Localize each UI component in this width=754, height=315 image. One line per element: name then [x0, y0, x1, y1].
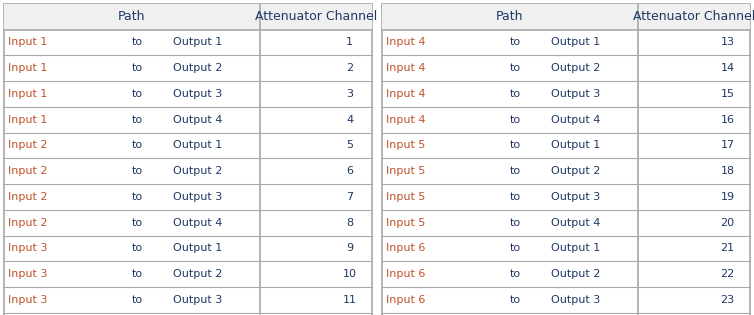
Text: to: to	[131, 140, 143, 150]
Text: to: to	[510, 166, 520, 176]
Text: to: to	[510, 218, 520, 228]
Bar	[382, 4, 750, 30]
Text: Output 3: Output 3	[551, 89, 600, 99]
Text: 16: 16	[721, 115, 734, 125]
Text: to: to	[131, 192, 143, 202]
Text: Input 6: Input 6	[386, 295, 425, 305]
Text: Attenuator Channel: Attenuator Channel	[633, 10, 754, 23]
Text: Output 2: Output 2	[551, 166, 600, 176]
Text: Input 4: Input 4	[386, 89, 425, 99]
Text: to: to	[510, 115, 520, 125]
Text: 20: 20	[721, 218, 734, 228]
Text: Output 3: Output 3	[551, 192, 600, 202]
Text: Input 3: Input 3	[8, 243, 48, 253]
Text: 9: 9	[346, 243, 353, 253]
Text: Output 4: Output 4	[551, 115, 600, 125]
Text: to: to	[510, 140, 520, 150]
Text: 14: 14	[721, 63, 734, 73]
Text: Output 1: Output 1	[173, 243, 222, 253]
Text: Output 3: Output 3	[173, 295, 222, 305]
Text: Input 5: Input 5	[386, 166, 425, 176]
Text: to: to	[510, 269, 520, 279]
Text: Input 2: Input 2	[8, 166, 48, 176]
Text: 6: 6	[346, 166, 353, 176]
Text: 1: 1	[346, 37, 353, 47]
Text: 21: 21	[721, 243, 734, 253]
Text: to: to	[131, 115, 143, 125]
Text: to: to	[131, 243, 143, 253]
Text: Input 4: Input 4	[386, 63, 425, 73]
Text: 5: 5	[346, 140, 353, 150]
Text: Output 1: Output 1	[551, 140, 600, 150]
Text: Input 4: Input 4	[386, 115, 425, 125]
Text: Output 1: Output 1	[173, 37, 222, 47]
Text: Input 2: Input 2	[8, 192, 48, 202]
Text: 10: 10	[342, 269, 357, 279]
Text: Input 4: Input 4	[386, 37, 425, 47]
Text: Input 5: Input 5	[386, 218, 425, 228]
Text: Output 2: Output 2	[173, 269, 222, 279]
Text: 4: 4	[346, 115, 353, 125]
Text: 8: 8	[346, 218, 353, 228]
Text: 3: 3	[346, 89, 353, 99]
Text: 19: 19	[721, 192, 734, 202]
Text: to: to	[131, 166, 143, 176]
Text: Output 4: Output 4	[551, 218, 600, 228]
Text: Output 2: Output 2	[173, 166, 222, 176]
Text: to: to	[131, 89, 143, 99]
Bar	[4, 4, 372, 315]
Text: to: to	[510, 192, 520, 202]
Text: Output 3: Output 3	[551, 295, 600, 305]
Text: Input 5: Input 5	[386, 140, 425, 150]
Text: Output 1: Output 1	[551, 243, 600, 253]
Text: Input 1: Input 1	[8, 115, 48, 125]
Text: to: to	[510, 63, 520, 73]
Text: to: to	[131, 269, 143, 279]
Text: to: to	[131, 37, 143, 47]
Text: to: to	[131, 63, 143, 73]
Text: Output 2: Output 2	[551, 63, 600, 73]
Text: 13: 13	[721, 37, 734, 47]
Text: Input 1: Input 1	[8, 89, 48, 99]
Text: Input 6: Input 6	[386, 269, 425, 279]
Text: to: to	[510, 243, 520, 253]
Text: Path: Path	[496, 10, 523, 23]
Text: Input 1: Input 1	[8, 63, 48, 73]
Text: Output 3: Output 3	[173, 192, 222, 202]
Text: to: to	[510, 89, 520, 99]
Text: Output 2: Output 2	[551, 269, 600, 279]
Text: to: to	[510, 37, 520, 47]
Text: 23: 23	[721, 295, 734, 305]
Text: Input 3: Input 3	[8, 269, 48, 279]
Text: Output 1: Output 1	[551, 37, 600, 47]
Text: Input 1: Input 1	[8, 37, 48, 47]
Text: 2: 2	[346, 63, 353, 73]
Text: 22: 22	[720, 269, 734, 279]
Text: Input 2: Input 2	[8, 140, 48, 150]
Text: Input 2: Input 2	[8, 218, 48, 228]
Text: Output 2: Output 2	[173, 63, 222, 73]
Text: Input 5: Input 5	[386, 192, 425, 202]
Text: to: to	[510, 295, 520, 305]
Text: Output 4: Output 4	[173, 115, 222, 125]
Bar	[4, 4, 372, 30]
Text: Input 6: Input 6	[386, 243, 425, 253]
Text: 17: 17	[721, 140, 734, 150]
Text: Path: Path	[118, 10, 146, 23]
Text: 15: 15	[721, 89, 734, 99]
Text: 18: 18	[721, 166, 734, 176]
Text: Output 3: Output 3	[173, 89, 222, 99]
Text: to: to	[131, 295, 143, 305]
Text: to: to	[131, 218, 143, 228]
Text: 11: 11	[342, 295, 357, 305]
Text: 7: 7	[346, 192, 353, 202]
Text: Output 4: Output 4	[173, 218, 222, 228]
Text: Attenuator Channel: Attenuator Channel	[255, 10, 377, 23]
Bar	[382, 4, 750, 315]
Text: Input 3: Input 3	[8, 295, 48, 305]
Text: Output 1: Output 1	[173, 140, 222, 150]
